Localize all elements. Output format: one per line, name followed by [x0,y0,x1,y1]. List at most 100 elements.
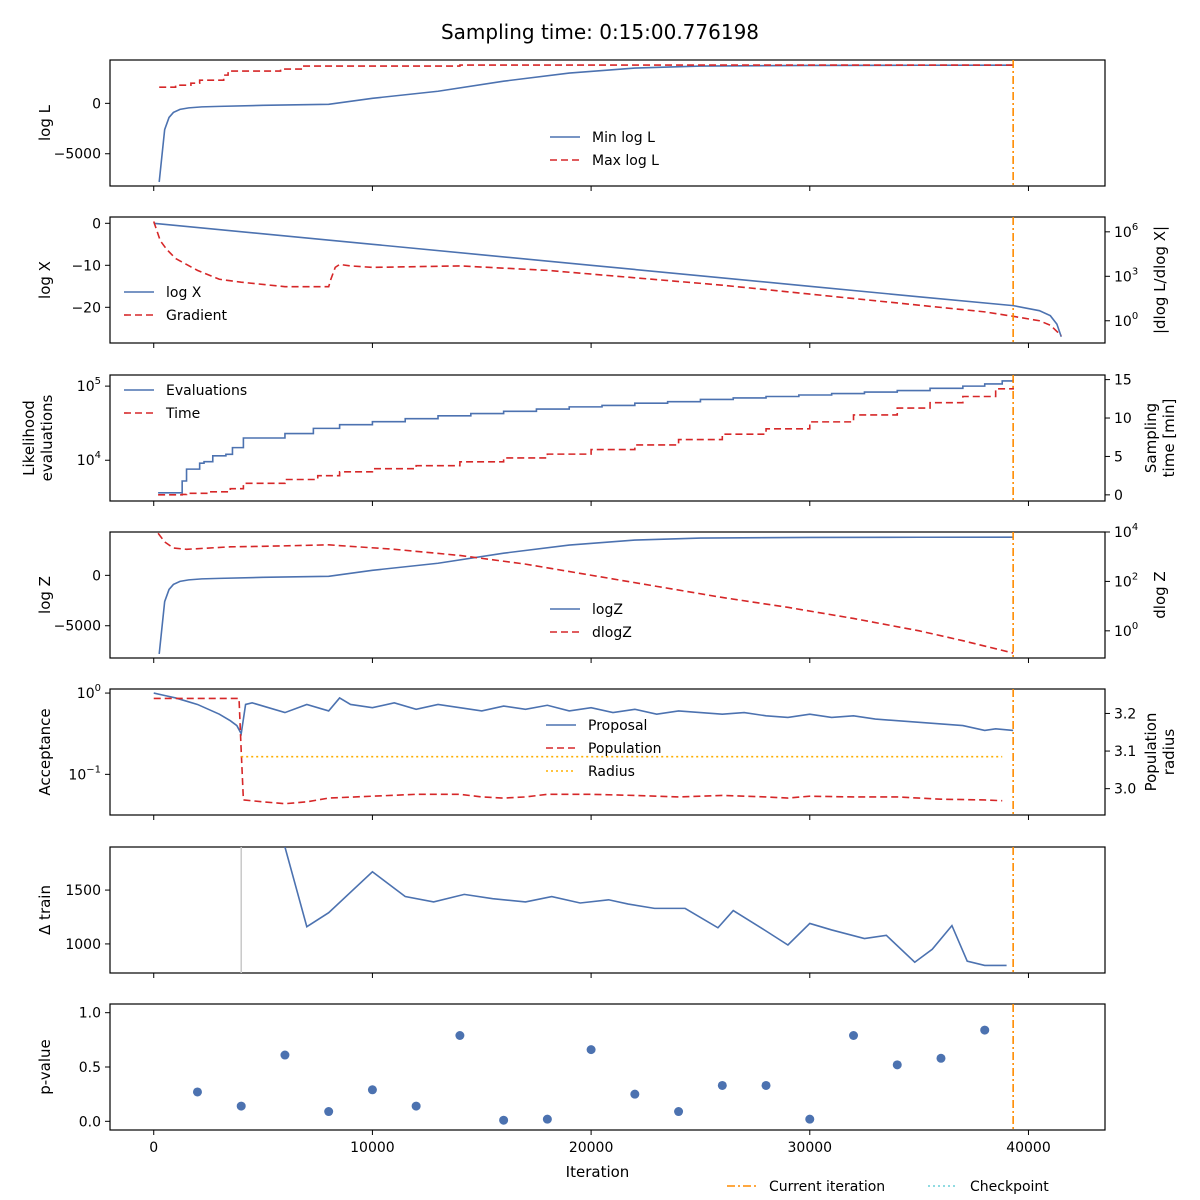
accept-legend-label: Population [588,741,662,757]
accept-legend-label: Radius [588,764,635,780]
logl-series-max-log-l [159,64,1014,89]
pvalue-xtick-label: 20000 [569,1140,614,1156]
logx-ylabel: log X [36,261,54,299]
evals-series-evaluations [158,379,1014,494]
logx-legend-label: Gradient [166,308,227,324]
logz-ytick-label: 0 [92,568,101,584]
logx-ytick-label: −20 [71,300,101,316]
accept-ylabel: Acceptance [36,708,54,795]
logz-ylabel: log Z [36,576,54,614]
evals-y2tick-label: 15 [1114,373,1132,389]
accept-frame [109,688,1106,816]
evals-legend-label: Evaluations [166,383,247,399]
pvalue-point [411,1101,421,1111]
logz-frame [109,531,1106,659]
checkpoint-legend-label: Checkpoint [970,1179,1049,1195]
logx-series-log-x [153,222,1063,337]
logz-y2tick-label: 104 [1114,522,1138,541]
evals-ylabel2: Samplingtime [min] [1142,399,1178,478]
subplot-logx: 0 −10 −20 106 103 100 log X |dlog L/dlog X| log … [36,216,1169,348]
evals-ylabel: Likelihoodevaluations [20,394,56,481]
pvalue-ylabel: p-value [36,1039,54,1095]
pvalue-point [236,1101,246,1111]
pvalue-point [761,1080,771,1090]
pvalue-point [542,1114,552,1124]
evals-ytick-label: 105 [77,376,101,395]
logz-ytick-label: −5000 [54,619,101,635]
pvalue-point [630,1089,640,1099]
logl-ylabel: log L [36,104,54,141]
pvalue-point [805,1114,815,1124]
current-iteration-legend-label: Current iteration [769,1179,885,1195]
pvalue-ytick-label: 1.0 [79,1006,101,1022]
pvalue-point [499,1115,509,1125]
accept-y2tick-label: 3.1 [1114,744,1136,760]
accept-ytick-label: 10−1 [68,764,101,783]
logx-y2tick-label: 106 [1114,222,1138,241]
pvalue-point [849,1031,859,1040]
evals-frame [109,374,1106,502]
pvalue-point [455,1031,465,1040]
logx-ylabel2: |dlog L/dlog X| [1151,226,1169,334]
evals-y2tick-label: 0 [1114,488,1123,504]
logl-ytick-label: −5000 [54,147,101,163]
pvalue-point [280,1050,290,1060]
accept-y2tick-label: 3.2 [1114,706,1136,722]
accept-y2tick-label: 3.0 [1114,782,1136,798]
accept-series-population [153,697,1003,805]
logx-y2tick-label: 100 [1114,311,1138,330]
evals-series-time [158,379,1014,496]
pvalue-point [192,1087,202,1097]
logx-frame [109,216,1106,344]
logx-legend-label: log X [166,285,202,301]
figure-title: Sampling time: 0:15:00.776198 [441,20,759,44]
pvalue-ytick-label: 0.0 [79,1114,101,1130]
pvalue-xtick-label: 10000 [350,1140,395,1156]
logz-ylabel2: dlog Z [1151,571,1169,618]
pvalue-point [717,1080,727,1090]
pvalue-point [586,1045,596,1055]
logl-series-min-log-l [158,64,1014,183]
logl-legend-label: Max log L [592,153,659,169]
pvalue-point [367,1085,377,1095]
subplot-dtrain: 1500 1000 Δ train [36,846,1106,978]
pvalue-xlabel: Iteration [566,1163,630,1181]
pvalue-point [936,1053,946,1063]
dtrain-ytick-label: 1000 [65,937,101,953]
evals-y2tick-label: 10 [1114,411,1132,427]
pvalue-xtick-label: 30000 [788,1140,833,1156]
logx-series-gradient [152,221,1062,337]
accept-legend-label: Proposal [588,718,647,734]
logz-y2tick-label: 102 [1114,571,1138,590]
logl-ytick-label: 0 [92,96,101,112]
accept-ylabel2: Populationradius [1142,713,1178,792]
bottom-legend: Current iteration Checkpoint [727,1179,1049,1195]
pvalue-point [324,1107,334,1117]
evals-legend-label: Time [165,406,200,422]
logz-y2tick-label: 100 [1114,621,1138,640]
logl-legend-label: Min log L [592,130,655,146]
evals-ytick-label: 104 [77,450,101,469]
pvalue-xtick-label: 40000 [1006,1140,1051,1156]
subplot-accept: 100 10−1 3.2 3.1 3.0 Acceptance Populationradi… [36,683,1178,820]
logl-frame [109,59,1106,187]
logz-legend-label: dlogZ [592,625,632,641]
accept-ytick-label: 100 [77,683,101,702]
logz-series-dlogz [157,532,1014,654]
logz-series-logz [158,536,1014,655]
evals-y2tick-label: 5 [1114,449,1123,465]
dtrain-ytick-label: 1500 [65,883,101,899]
pvalue-xtick-label: 0 [149,1140,158,1156]
dtrain-series--train [284,847,1007,967]
logx-y2tick-label: 103 [1114,266,1138,285]
pvalue-point [892,1060,902,1070]
pvalue-frame [109,1003,1106,1131]
subplot-logz: 0 −5000 104 102 100 log Z dlog Z logZ dlogZ [36,522,1169,663]
pvalue-point [980,1025,990,1035]
logz-legend-label: logZ [592,602,623,618]
pvalue-ytick-label: 0.5 [79,1060,101,1076]
